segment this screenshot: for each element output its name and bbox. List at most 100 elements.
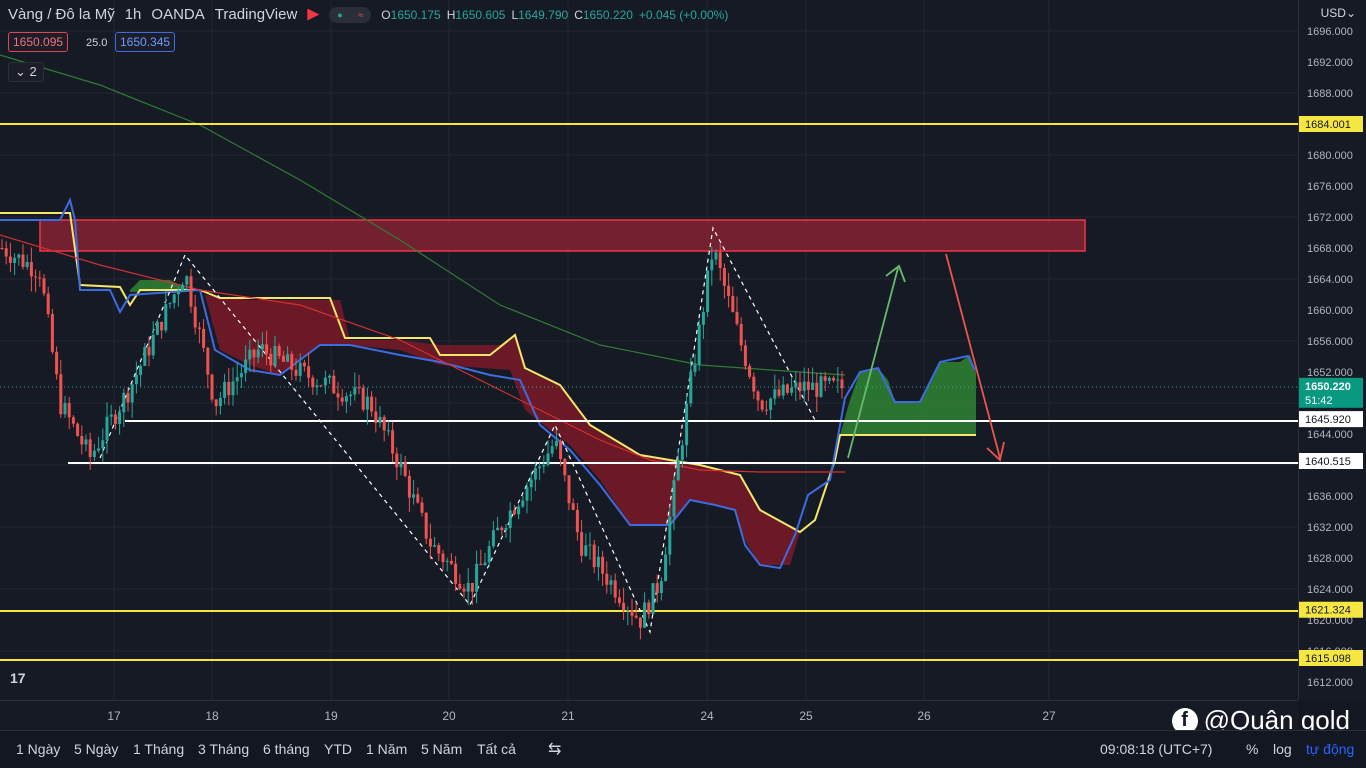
percent-toggle[interactable]: % xyxy=(1246,741,1259,757)
candle-body xyxy=(130,384,134,403)
price-tick-9: 1656.000 xyxy=(1307,336,1353,348)
time-axis[interactable]: 17 18 19 20 21 24 25 26 27 xyxy=(0,700,1298,730)
candle-body xyxy=(630,610,634,616)
candle-body xyxy=(265,344,269,354)
level-badge-0[interactable]: 1684.001 xyxy=(1299,115,1363,132)
price-axis[interactable]: 1696.000 1692.000 1688.000 1680.000 1676.000… xyxy=(1298,0,1366,700)
indicators-toggle[interactable]: ⌄ 2 xyxy=(8,62,44,82)
level-badge-2[interactable]: 1640.515 xyxy=(1299,453,1363,470)
price-tick-2: 1688.000 xyxy=(1307,88,1353,100)
candle-body xyxy=(638,617,642,628)
candle-body xyxy=(420,502,424,513)
ohlc-values: O1650.175 H1650.605 L1649.790 C1650.220 … xyxy=(381,7,729,22)
bearish-projection-arrow[interactable] xyxy=(945,253,1005,462)
candle-body xyxy=(769,398,773,410)
countdown-value: 51:42 xyxy=(1305,395,1333,407)
candle-body xyxy=(239,373,243,378)
candle-body xyxy=(416,494,420,503)
grid xyxy=(0,0,1298,700)
candle-body xyxy=(449,560,453,564)
current-price-value: 1650.220 xyxy=(1305,381,1351,393)
range-all[interactable]: Tất cả xyxy=(477,741,516,757)
symbol-name[interactable]: Vàng / Đô la Mỹ xyxy=(8,6,115,23)
range-1d[interactable]: 1 Ngày xyxy=(16,741,61,757)
level-badge-label-1: 1645.920 xyxy=(1305,414,1351,426)
candle-body xyxy=(613,580,617,598)
range-ytd[interactable]: YTD xyxy=(324,741,352,757)
buy-button[interactable]: 1650.345 xyxy=(115,32,176,52)
interval-label[interactable]: 1h xyxy=(124,6,142,23)
price-tick-4: 1676.000 xyxy=(1307,181,1353,193)
candle-body xyxy=(361,387,365,410)
range-1m[interactable]: 1 Tháng xyxy=(133,741,185,757)
clock[interactable]: 09:08:18 (UTC+7) xyxy=(1100,741,1213,757)
range-5d[interactable]: 5 Ngày xyxy=(74,741,119,757)
candle-body xyxy=(802,381,806,391)
range-5y[interactable]: 5 Năm xyxy=(421,741,463,757)
price-tick-0: 1696.000 xyxy=(1307,26,1353,38)
level-badge-1[interactable]: 1645.920 xyxy=(1299,411,1363,428)
level-badge-4[interactable]: 1615.098 xyxy=(1299,649,1363,666)
auto-toggle[interactable]: tự động xyxy=(1306,741,1355,757)
level-badge-label-0: 1684.001 xyxy=(1305,119,1351,131)
candle-body xyxy=(386,430,390,432)
candle-body xyxy=(63,403,67,415)
log-toggle[interactable]: log xyxy=(1273,741,1292,757)
candle-body xyxy=(718,252,722,269)
candle-body xyxy=(143,347,147,366)
cloud-bear xyxy=(205,295,800,565)
price-tick-11: 1644.000 xyxy=(1307,429,1353,441)
candle-body xyxy=(605,573,609,585)
candle-body xyxy=(155,321,159,335)
candle-body xyxy=(227,381,231,396)
candle-body xyxy=(500,527,504,531)
range-3m[interactable]: 3 Tháng xyxy=(198,741,250,757)
candle-body xyxy=(517,506,521,515)
candle-body xyxy=(542,464,546,467)
candle-body xyxy=(811,382,815,390)
candle-body xyxy=(109,414,113,417)
range-1y[interactable]: 1 Năm xyxy=(366,741,408,757)
level-badge-3[interactable]: 1621.324 xyxy=(1299,601,1363,618)
date-range-icon[interactable]: ⇆ xyxy=(548,741,562,758)
candle-body xyxy=(139,365,143,375)
price-tick-5: 1672.000 xyxy=(1307,212,1353,224)
candle-body xyxy=(374,411,378,423)
candle-body xyxy=(533,468,537,480)
chart-canvas[interactable]: Vàng / Đô la Mỹ 1h OANDA TradingView ● ≈ … xyxy=(0,0,1298,700)
candle-body xyxy=(315,385,319,388)
candle-body xyxy=(428,538,432,547)
candle-body xyxy=(13,257,17,263)
candle-body xyxy=(407,475,411,498)
candle-body xyxy=(277,346,281,356)
candle-body xyxy=(105,416,109,441)
candle-body xyxy=(403,461,407,476)
candle-body xyxy=(189,276,193,307)
bullish-projection-arrow[interactable] xyxy=(847,264,906,459)
candle-body xyxy=(743,345,747,366)
candle-body xyxy=(827,377,831,381)
candle-body xyxy=(122,392,126,413)
candle-body xyxy=(286,354,290,362)
tradingview-logo[interactable]: 17 xyxy=(10,670,26,686)
candle-body xyxy=(42,278,46,294)
currency-selector[interactable]: USD⌄ xyxy=(1320,6,1356,20)
candle-body xyxy=(475,563,479,592)
range-6m[interactable]: 6 tháng xyxy=(263,741,310,757)
spread-label: 25.0 xyxy=(86,37,108,49)
price-chart[interactable] xyxy=(0,0,1298,700)
candle-body xyxy=(340,397,344,402)
sell-button[interactable]: 1650.095 xyxy=(8,32,69,52)
resistance-zone[interactable] xyxy=(39,219,1086,252)
candle-body xyxy=(365,396,369,410)
price-tick-18: 1612.000 xyxy=(1307,677,1353,689)
candle-body xyxy=(298,362,302,376)
flag-icon[interactable] xyxy=(307,8,320,21)
candle-body xyxy=(84,439,88,445)
market-status-pill[interactable]: ● ≈ xyxy=(329,6,372,23)
candle-body xyxy=(210,374,214,400)
candle-body xyxy=(609,580,613,585)
candle-body xyxy=(218,397,222,407)
candle-body xyxy=(668,516,672,555)
candle-body xyxy=(626,610,630,612)
